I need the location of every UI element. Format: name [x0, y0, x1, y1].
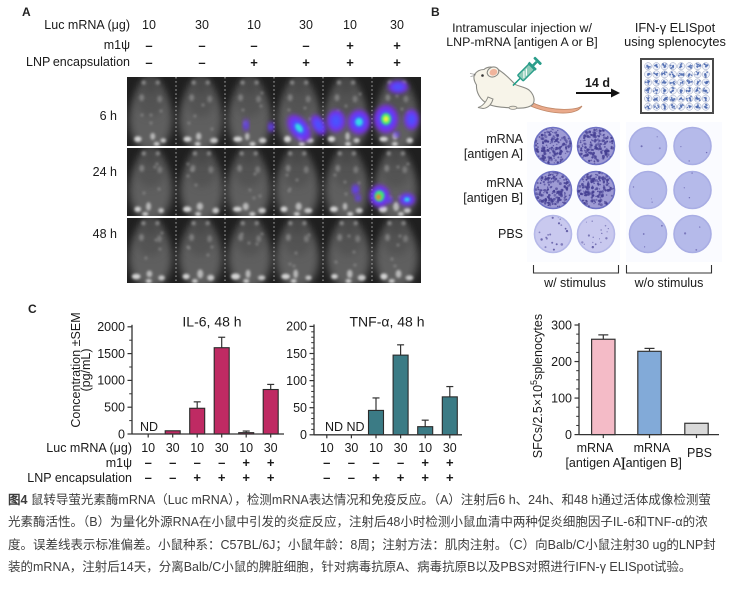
svg-text:200: 200 [286, 320, 307, 334]
svg-text:200: 200 [551, 355, 572, 369]
svg-text:500: 500 [104, 401, 125, 415]
svg-text:0: 0 [565, 428, 572, 442]
svg-text:2000: 2000 [97, 320, 125, 334]
svg-text:ND ND: ND ND [325, 420, 365, 434]
svg-text:TNF-α, 48 h: TNF-α, 48 h [350, 314, 425, 330]
svg-text:100: 100 [551, 391, 572, 405]
svg-text:100: 100 [286, 374, 307, 388]
svg-text:50: 50 [293, 401, 307, 415]
svg-text:1000: 1000 [97, 374, 125, 388]
svg-text:IL-6, 48 h: IL-6, 48 h [182, 314, 241, 330]
svg-text:1500: 1500 [97, 347, 125, 361]
svg-text:0: 0 [300, 428, 307, 442]
svg-text:300: 300 [551, 318, 572, 332]
svg-text:150: 150 [286, 347, 307, 361]
svg-text:ND: ND [140, 420, 158, 434]
svg-text:0: 0 [118, 427, 125, 441]
